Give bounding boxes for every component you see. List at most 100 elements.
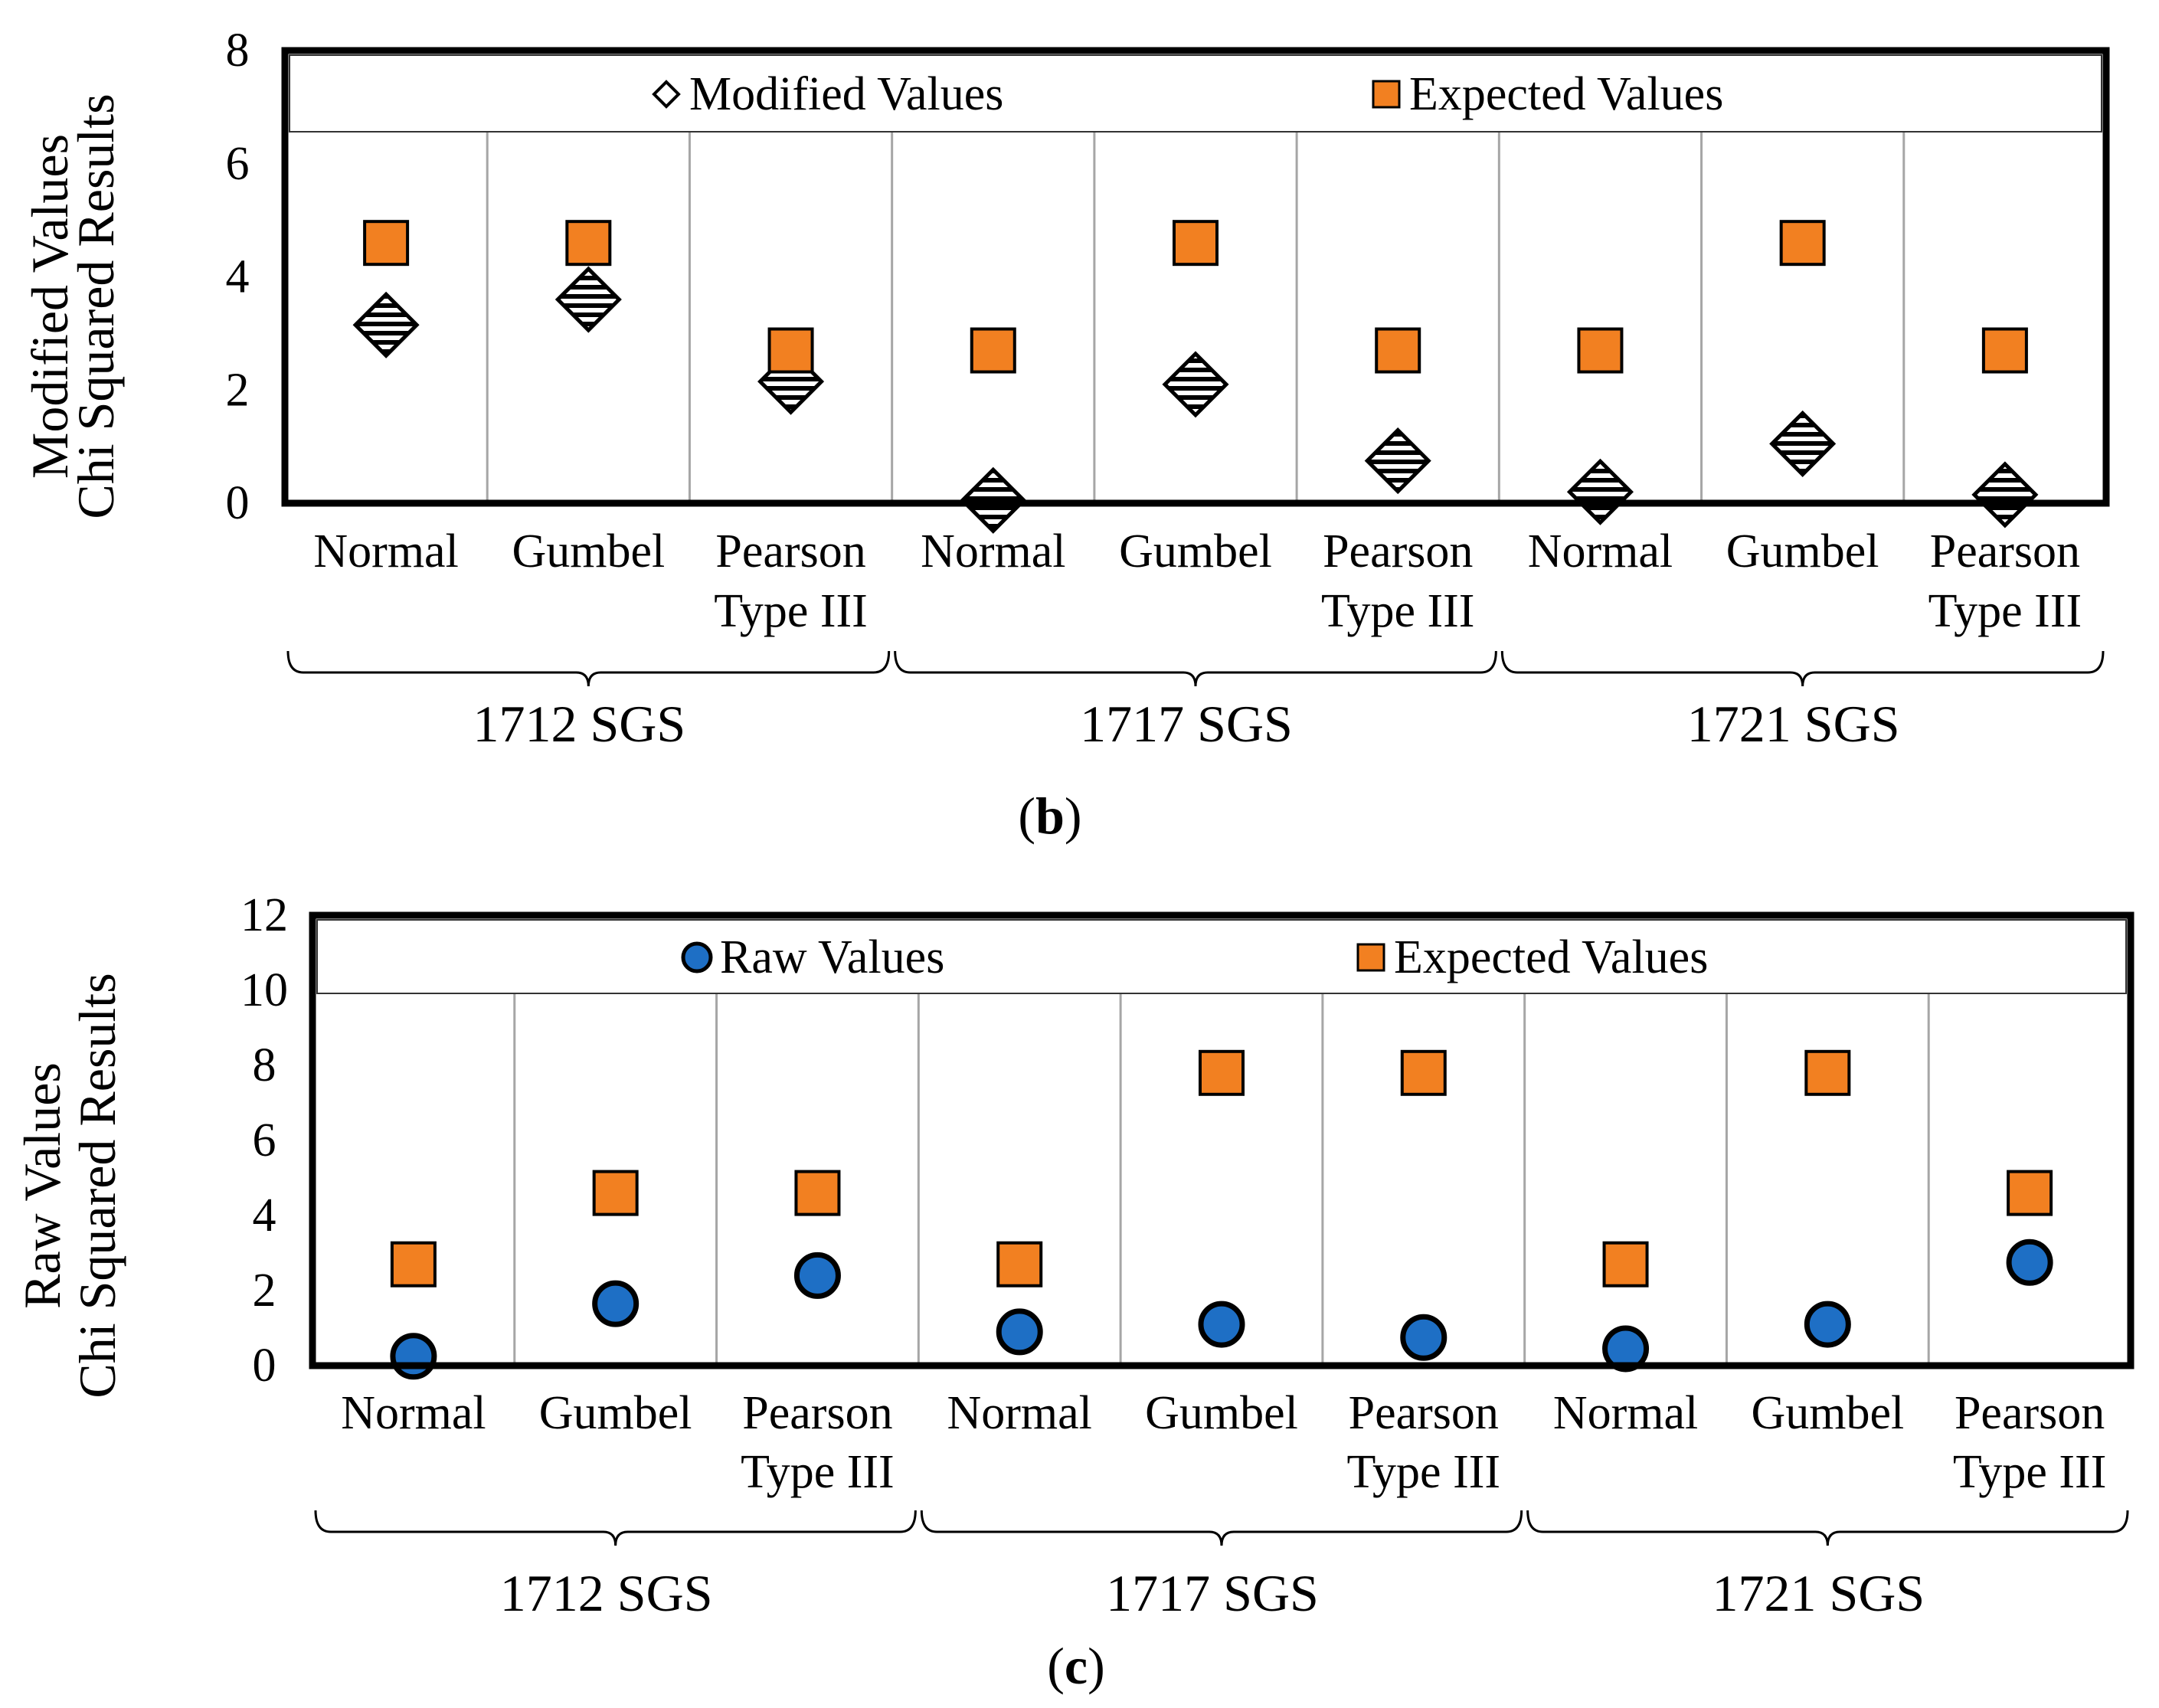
- data-point-circle: [1400, 1314, 1448, 1361]
- category-label-line1: Pearson: [742, 1387, 892, 1439]
- legend-label: Raw Values: [720, 931, 944, 983]
- legend-label: Modified Values: [689, 68, 1003, 120]
- category-label: Gumbel: [1145, 1387, 1298, 1439]
- legend-label: Expected Values: [1394, 931, 1708, 983]
- y-tick-label: 2: [226, 364, 250, 416]
- category-label-line2: Type III: [741, 1446, 895, 1498]
- category-label: Normal: [313, 525, 458, 578]
- legend-marker-square: [1372, 80, 1401, 109]
- data-point-circle: [793, 1252, 841, 1299]
- chart-panel-b: Modified Values Expected Values 0 2 4 6 8 Modif…: [21, 25, 2110, 845]
- category-label-line1: Pearson: [1349, 1387, 1499, 1439]
- y-axis-label: Raw Values: [13, 1062, 71, 1309]
- y-tick-label: 10: [240, 964, 288, 1016]
- group-brace: [894, 650, 1497, 687]
- panel-label-letter: c: [1065, 1637, 1088, 1695]
- category-label: Normal: [1528, 525, 1673, 578]
- group-brace: [314, 1510, 917, 1546]
- data-point-circle: [2006, 1238, 2053, 1286]
- category-label-line2: Type III: [1953, 1446, 2107, 1498]
- data-point-square: [970, 327, 1016, 374]
- group-label: 1721 SGS: [1687, 695, 1900, 753]
- category-label-line1: Pearson: [715, 525, 865, 578]
- category-label: Gumbel: [539, 1387, 692, 1439]
- data-point-diamond: [1769, 410, 1837, 477]
- plot-frame: [281, 47, 2110, 507]
- group-label: 1717 SGS: [1106, 1564, 1319, 1622]
- group-brace: [1526, 1510, 2129, 1546]
- group-brace: [286, 650, 891, 687]
- data-point-square: [363, 220, 410, 267]
- data-point-circle: [996, 1308, 1043, 1356]
- panel-label: (b): [1018, 787, 1081, 845]
- legend-box: [289, 54, 2102, 133]
- data-point-square: [1173, 220, 1219, 267]
- panel-label: (c): [1047, 1637, 1105, 1695]
- data-point-square: [767, 327, 814, 374]
- data-point-square: [1981, 327, 2028, 374]
- category-label-line1: Pearson: [1323, 525, 1473, 578]
- category-label-line2: Type III: [1321, 585, 1475, 637]
- y-tick-label: 12: [240, 889, 288, 941]
- data-point-diamond: [1971, 461, 2039, 528]
- y-tick-label: 4: [226, 251, 250, 303]
- data-point-square: [592, 1170, 639, 1216]
- y-tick-label: 6: [226, 138, 250, 190]
- y-tick-label: 6: [253, 1114, 276, 1166]
- legend-marker-square: [1356, 943, 1385, 972]
- category-label: Normal: [947, 1387, 1092, 1439]
- category-label: Normal: [1553, 1387, 1698, 1439]
- category-label: Gumbel: [1119, 525, 1272, 578]
- data-point-square: [1779, 220, 1826, 267]
- category-label-line1: Pearson: [1930, 525, 2080, 578]
- data-point-circle: [390, 1333, 437, 1380]
- data-point-diamond: [1364, 427, 1431, 495]
- category-label-line2: Type III: [1347, 1446, 1501, 1498]
- panel-label-letter: b: [1035, 787, 1065, 845]
- data-point-square: [1375, 327, 1421, 374]
- category-label: Gumbel: [512, 525, 665, 578]
- data-point-circle: [592, 1280, 640, 1327]
- y-axis-label: Chi Squared Results: [67, 93, 125, 519]
- y-tick-label: 0: [226, 477, 250, 529]
- data-point-square: [1602, 1241, 1649, 1288]
- data-point-circle: [1602, 1325, 1650, 1373]
- data-point-diamond: [352, 291, 420, 358]
- data-point-square: [1804, 1049, 1851, 1096]
- data-point-diamond: [554, 266, 622, 333]
- plot-frame: [309, 911, 2134, 1369]
- legend-label: Expected Values: [1409, 68, 1723, 120]
- category-label: Gumbel: [1726, 525, 1879, 578]
- data-point-square: [794, 1170, 841, 1216]
- group-label: 1712 SGS: [473, 695, 685, 753]
- category-label-line1: Pearson: [1955, 1387, 2105, 1439]
- data-point-square: [1199, 1049, 1245, 1096]
- data-point-circle: [1198, 1301, 1245, 1348]
- y-axis-label: Modified Values: [21, 134, 79, 479]
- data-point-square: [996, 1241, 1043, 1288]
- legend-marker-diamond: [652, 80, 681, 109]
- y-tick-label: 8: [226, 25, 250, 77]
- y-tick-label: 8: [253, 1039, 276, 1091]
- category-label-line2: Type III: [1928, 585, 2082, 637]
- y-tick-label: 0: [253, 1340, 276, 1392]
- category-label: Normal: [921, 525, 1065, 578]
- group-label: 1721 SGS: [1712, 1564, 1925, 1622]
- data-point-square: [2007, 1170, 2053, 1216]
- data-point-square: [1577, 327, 1624, 374]
- chart-panel-c: Raw Values Expected Values 0 2 4 6 8 10 12 Raw Va…: [13, 889, 2134, 1695]
- group-brace: [920, 1510, 1523, 1546]
- data-point-diamond: [1566, 458, 1634, 525]
- legend-box: [316, 919, 2127, 994]
- data-point-circle: [1804, 1301, 1851, 1348]
- category-label-line2: Type III: [714, 585, 868, 637]
- group-label: 1717 SGS: [1080, 695, 1293, 753]
- data-point-square: [390, 1241, 437, 1288]
- category-label: Gumbel: [1751, 1387, 1904, 1439]
- y-tick-label: 2: [253, 1265, 276, 1317]
- y-axis-label: Chi Squared Results: [68, 973, 126, 1398]
- group-brace: [1500, 650, 2105, 687]
- y-tick-label: 4: [253, 1189, 276, 1242]
- data-point-square: [1400, 1049, 1447, 1096]
